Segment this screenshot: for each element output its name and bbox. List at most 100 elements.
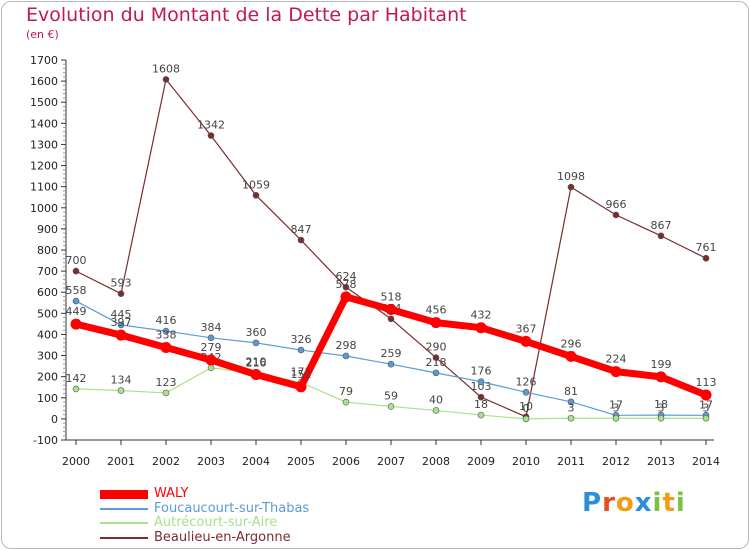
y-tick-label: 1200: [30, 160, 58, 173]
y-tick-label: 1400: [30, 117, 58, 130]
data-point-waly: [160, 342, 172, 354]
data-point-beaulieu-en-argonne: [567, 183, 575, 191]
data-point-autrecourt-sur-aire: [702, 414, 710, 422]
x-tick-label: 2014: [692, 455, 720, 468]
logo-letter: r: [602, 488, 616, 518]
data-point-waly: [340, 291, 352, 303]
y-tick-label: 800: [37, 244, 58, 257]
data-label-waly: 210: [246, 356, 267, 369]
data-label-foucaucourt-sur-thabas: 326: [291, 333, 312, 346]
data-point-foucaucourt-sur-thabas: [72, 297, 80, 305]
data-point-foucaucourt-sur-thabas: [387, 360, 395, 368]
y-tick-label: 1600: [30, 75, 58, 88]
logo-letter: o: [615, 488, 635, 518]
data-label-waly: 338: [156, 329, 177, 342]
data-point-beaulieu-en-argonne: [612, 211, 620, 219]
data-point-autrecourt-sur-aire: [612, 414, 620, 422]
data-point-autrecourt-sur-aire: [657, 414, 665, 422]
data-label-foucaucourt-sur-thabas: 416: [156, 314, 177, 327]
data-point-beaulieu-en-argonne: [72, 267, 80, 275]
data-label-foucaucourt-sur-thabas: 81: [564, 385, 578, 398]
data-point-waly: [655, 371, 667, 383]
data-point-foucaucourt-sur-thabas: [522, 388, 530, 396]
data-point-beaulieu-en-argonne: [657, 232, 665, 240]
data-label-beaulieu-en-argonne: 700: [66, 254, 87, 267]
legend-label: Beaulieu-en-Argonne: [154, 529, 291, 545]
x-tick-label: 2012: [602, 455, 630, 468]
data-label-waly: 152: [291, 368, 312, 381]
data-label-foucaucourt-sur-thabas: 17: [609, 398, 623, 411]
data-point-autrecourt-sur-aire: [117, 387, 125, 394]
data-point-waly: [115, 329, 127, 341]
data-point-autrecourt-sur-aire: [207, 364, 215, 372]
data-label-autrecourt-sur-aire: 40: [429, 393, 443, 406]
data-label-autrecourt-sur-aire: 123: [156, 376, 177, 389]
data-label-waly: 456: [426, 304, 447, 317]
chart-title: Evolution du Montant de la Dette par Hab…: [26, 4, 467, 26]
x-tick-label: 2005: [287, 455, 315, 468]
logo-letter: i: [675, 488, 686, 518]
logo-letter: t: [662, 488, 676, 518]
data-point-waly: [385, 304, 397, 316]
data-point-foucaucourt-sur-thabas: [297, 346, 305, 354]
data-label-foucaucourt-sur-thabas: 360: [246, 326, 267, 339]
data-point-foucaucourt-sur-thabas: [252, 339, 260, 347]
data-point-waly: [295, 381, 307, 393]
data-label-autrecourt-sur-aire: 142: [66, 372, 87, 385]
x-tick-label: 2010: [512, 455, 540, 468]
data-label-autrecourt-sur-aire: 3: [703, 401, 710, 414]
x-tick-label: 2003: [197, 455, 225, 468]
y-tick-label: 400: [37, 328, 58, 341]
data-label-waly: 279: [201, 341, 222, 354]
data-point-waly: [565, 350, 577, 362]
data-label-autrecourt-sur-aire: 59: [384, 389, 398, 402]
data-point-beaulieu-en-argonne: [252, 192, 260, 199]
data-point-foucaucourt-sur-thabas: [432, 369, 440, 377]
data-label-autrecourt-sur-aire: 3: [658, 401, 665, 414]
data-point-beaulieu-en-argonne: [702, 254, 710, 262]
data-point-autrecourt-sur-aire: [567, 414, 575, 422]
y-tick-label: 200: [37, 371, 58, 384]
y-tick-label: 500: [37, 307, 58, 320]
data-label-beaulieu-en-argonne: 1608: [152, 62, 180, 75]
logo-letter: P: [582, 488, 603, 518]
data-label-foucaucourt-sur-thabas: 18: [654, 398, 668, 411]
data-point-autrecourt-sur-aire: [477, 411, 485, 419]
data-label-beaulieu-en-argonne: 1059: [242, 178, 270, 191]
data-label-waly: 518: [381, 291, 402, 304]
x-tick-label: 2009: [467, 455, 495, 468]
data-point-foucaucourt-sur-thabas: [477, 378, 485, 386]
data-point-autrecourt-sur-aire: [387, 403, 395, 410]
data-label-waly: 397: [111, 316, 132, 329]
data-label-beaulieu-en-argonne: 10: [519, 400, 533, 413]
data-label-beaulieu-en-argonne: 593: [111, 277, 132, 290]
data-point-beaulieu-en-argonne: [342, 283, 350, 291]
data-label-foucaucourt-sur-thabas: 384: [201, 321, 222, 334]
data-point-beaulieu-en-argonne: [387, 315, 395, 323]
y-tick-label: -100: [33, 434, 58, 447]
data-point-beaulieu-en-argonne: [477, 393, 485, 401]
data-label-waly: 578: [336, 278, 357, 291]
data-label-waly: 113: [696, 376, 717, 389]
data-label-beaulieu-en-argonne: 867: [651, 219, 672, 232]
y-tick-label: 300: [37, 350, 58, 363]
y-tick-label: 700: [37, 265, 58, 278]
x-tick-label: 2011: [557, 455, 585, 468]
data-point-beaulieu-en-argonne: [432, 354, 440, 361]
data-label-waly: 199: [651, 358, 672, 371]
data-label-foucaucourt-sur-thabas: 259: [381, 347, 402, 360]
x-tick-label: 2001: [107, 455, 135, 468]
legend-label: Autrécourt-sur-Aire: [154, 515, 278, 530]
data-point-waly: [70, 318, 82, 330]
legend-label: WALY: [154, 486, 189, 501]
y-tick-label: 1700: [30, 54, 58, 67]
data-label-foucaucourt-sur-thabas: 298: [336, 339, 357, 352]
data-label-beaulieu-en-argonne: 847: [291, 223, 312, 236]
data-point-waly: [430, 317, 442, 329]
data-point-foucaucourt-sur-thabas: [162, 327, 170, 335]
data-point-beaulieu-en-argonne: [117, 290, 125, 298]
data-point-waly: [610, 366, 622, 378]
data-point-autrecourt-sur-aire: [432, 407, 440, 414]
logo-letter: i: [652, 488, 663, 518]
data-label-autrecourt-sur-aire: 3: [613, 401, 620, 414]
